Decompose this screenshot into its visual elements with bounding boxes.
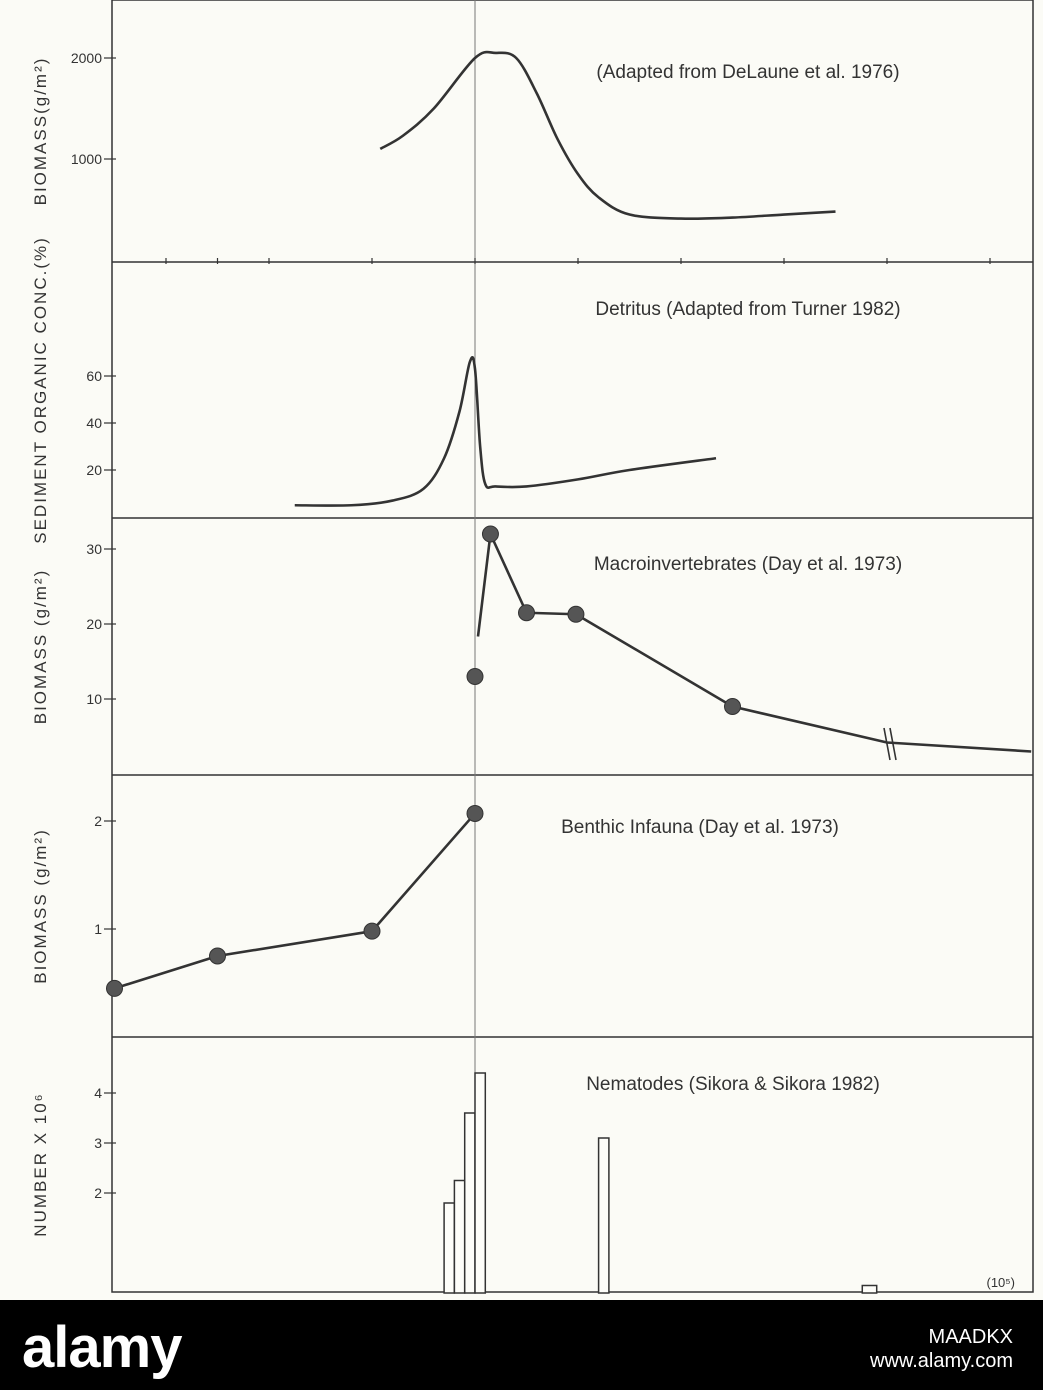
bar (597, 1137, 610, 1294)
data-point (466, 668, 484, 685)
series-line (379, 50, 836, 221)
y-tick-label: 3 (94, 1135, 102, 1151)
y-tick-label: 60 (86, 368, 102, 384)
y-tick-label: 1 (94, 921, 102, 937)
y-tick-label: 20 (86, 616, 102, 632)
y-axis-label: BIOMASS (g/m²) (31, 569, 50, 725)
y-tick-label: 30 (86, 541, 102, 557)
bar (474, 1072, 487, 1294)
panel-title: Detritus (Adapted from Turner 1982) (595, 299, 900, 320)
y-tick-label: 20 (86, 462, 102, 478)
y-tick-label: 2000 (71, 50, 102, 66)
data-point (567, 605, 585, 623)
site-url: www.alamy.com (870, 1350, 1013, 1372)
panel-title: (Adapted from DeLaune et al. 1976) (596, 62, 899, 83)
data-point (724, 698, 741, 715)
axis-break (889, 727, 897, 761)
y-axis-label: SEDIMENT ORGANIC CONC.(%) (31, 236, 50, 544)
y-axis-label: NUMBER X 10⁶ (31, 1092, 50, 1236)
figure: (Adapted from DeLaune et al. 1976) BIOMAS… (31, 0, 1034, 1294)
panel-title: Benthic Infauna (Day et al. 1973) (561, 817, 839, 838)
figure-svg: (Adapted from DeLaune et al. 1976) BIOMAS… (31, 0, 1034, 1294)
data-point (481, 525, 499, 543)
data-point (466, 804, 484, 822)
panel-title: Nematodes (Sikora & Sikora 1982) (586, 1074, 880, 1095)
bar (443, 1202, 456, 1294)
panel-2: Detritus (Adapted from Turner 1982) SEDIM… (31, 236, 901, 544)
y-tick-label: 1000 (71, 151, 102, 167)
panel-4: Benthic Infauna (Day et al. 1973) BIOMASS… (31, 804, 839, 997)
bar (453, 1179, 466, 1294)
y-tick-label: 2 (94, 1185, 102, 1201)
panel-title: Macroinvertebrates (Day et al. 1973) (594, 554, 902, 575)
footer-bar: alamy MAADKX www.alamy.com (0, 1300, 1043, 1390)
panel-3: Macroinvertebrates (Day et al. 1973) BIOM… (31, 525, 1032, 761)
panel-5: Nematodes (Sikora & Sikora 1982) NUMBER X… (31, 1072, 1015, 1294)
image-id: MAADKX (928, 1326, 1013, 1348)
y-tick-label: 40 (86, 415, 102, 431)
y-axis-label: BIOMASS(g/m²) (31, 57, 50, 206)
y-tick-label: 10 (86, 691, 102, 707)
series-line (114, 812, 476, 990)
data-point (518, 604, 535, 622)
y-tick-label: 4 (94, 1085, 102, 1101)
alamy-logo: alamy (22, 1315, 182, 1380)
bar (861, 1284, 878, 1294)
series-line (294, 356, 717, 507)
data-point (106, 979, 123, 997)
axis-break (883, 727, 891, 761)
unit-label: (10⁵) (986, 1275, 1015, 1290)
y-axis-label: BIOMASS (g/m²) (31, 828, 50, 984)
data-point (209, 947, 226, 965)
bar (463, 1112, 476, 1294)
y-tick-label: 2 (94, 813, 102, 829)
data-point (363, 922, 381, 940)
panel-1: (Adapted from DeLaune et al. 1976) BIOMAS… (31, 50, 900, 221)
plot-frame (111, 0, 1034, 1293)
